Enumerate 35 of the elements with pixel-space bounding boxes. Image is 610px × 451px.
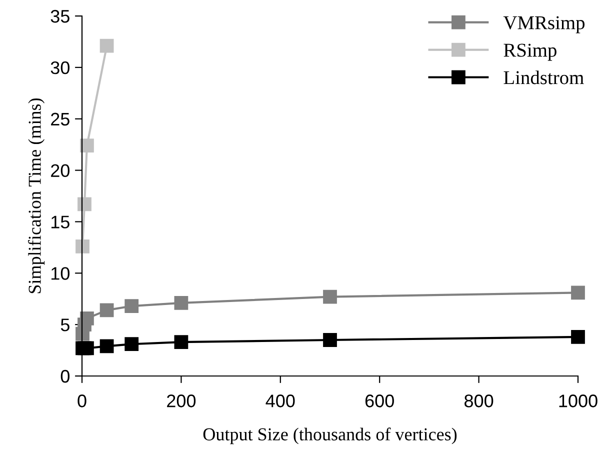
legend-label: RSimp — [504, 44, 556, 61]
y-tick-label: 5 — [60, 318, 70, 332]
x-tick-label: 1000 — [559, 394, 598, 408]
point — [323, 290, 337, 304]
point — [174, 335, 188, 349]
point — [80, 138, 94, 153]
legend-label: VMRsimp — [503, 16, 585, 34]
y-tick-label: 25 — [51, 112, 70, 126]
point — [80, 341, 94, 356]
point — [100, 303, 114, 318]
point — [571, 286, 585, 300]
y-axis-title: Simplification Time (mins) — [28, 98, 45, 294]
y-tick-label: 35 — [50, 10, 70, 23]
point — [80, 311, 94, 326]
x-tick-label: 400 — [266, 394, 295, 408]
point — [124, 299, 139, 313]
point — [571, 330, 585, 344]
point — [76, 239, 90, 254]
y-tick-label: 30 — [50, 61, 70, 74]
x-tick-label: 0 — [78, 394, 86, 408]
y-tick-label: 20 — [51, 164, 70, 178]
point — [100, 38, 114, 53]
x-tick-label: 200 — [167, 394, 196, 408]
y-tick-label: 0 — [60, 370, 70, 383]
y-tick-label: 15 — [51, 216, 70, 228]
point — [100, 339, 114, 354]
legend-label: Lindstrom — [504, 70, 584, 84]
x-axis-title: Output Size (thousands of vertices) — [203, 428, 457, 444]
point — [323, 333, 337, 347]
point — [78, 197, 92, 212]
point — [174, 296, 188, 310]
y-tick-label: 10 — [51, 267, 70, 280]
point — [124, 337, 139, 352]
x-tick-label: 600 — [365, 394, 394, 408]
x-tick-label: 800 — [464, 394, 494, 408]
